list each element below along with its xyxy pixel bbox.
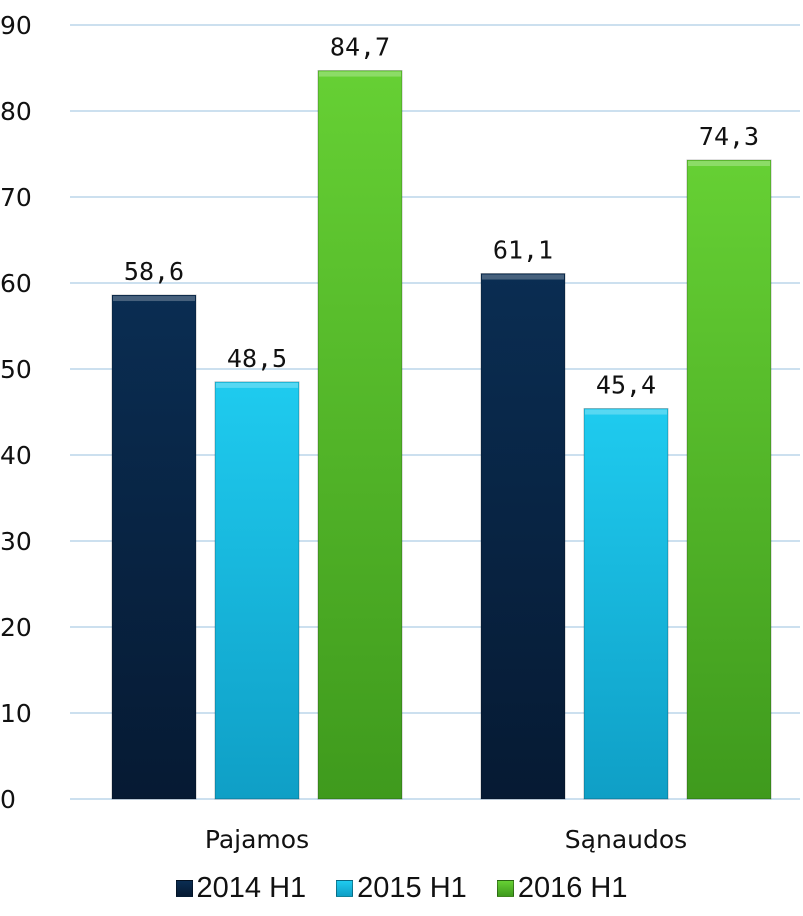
legend-label-2014-h1: 2014 H1 xyxy=(196,871,307,904)
legend-item-2015-h1: 2015 H1 xyxy=(336,872,467,905)
legend-swatch-2016-h1 xyxy=(496,879,514,897)
y-tick-label-10: 10 xyxy=(0,699,32,728)
bar-pajamos-2014-h1 xyxy=(111,294,197,800)
y-tick-label-80: 80 xyxy=(0,97,32,126)
legend-label-2015-h1: 2015 H1 xyxy=(357,871,467,904)
bar-highlight-s-naudos-2014-h1 xyxy=(482,274,564,280)
bar-s-naudos-2015-h1 xyxy=(583,408,669,800)
y-tick-label-20: 20 xyxy=(0,613,32,642)
bars xyxy=(111,70,772,800)
data-label-s-naudos-2015-h1: 45,4 xyxy=(596,371,656,400)
bar-s-naudos-2014-h1 xyxy=(480,273,566,800)
bar-s-naudos-2016-h1 xyxy=(686,159,772,800)
data-label-s-naudos-2016-h1: 74,3 xyxy=(699,122,759,151)
legend-label-2016-h1: 2016 H1 xyxy=(517,871,628,904)
bar-highlight-pajamos-2014-h1 xyxy=(113,296,195,302)
bar-pajamos-2016-h1 xyxy=(317,70,403,800)
legend-swatch-2014-h1 xyxy=(175,879,193,897)
data-label-pajamos-2016-h1: 84,7 xyxy=(330,33,390,62)
bar-highlight-s-naudos-2015-h1 xyxy=(585,409,667,415)
x-axis-category-labels: Pajamos Sąnaudos xyxy=(205,825,687,854)
y-tick-label-70: 70 xyxy=(0,183,32,212)
bar-highlight-pajamos-2015-h1 xyxy=(216,382,298,388)
legend: 2014 H1 2015 H1 2016 H1 xyxy=(0,868,803,908)
y-tick-label-40: 40 xyxy=(0,441,32,470)
y-tick-label-50: 50 xyxy=(0,355,32,384)
y-tick-label-60: 60 xyxy=(0,269,32,298)
bar-chart: 0 10 20 30 40 50 60 70 80 90 58,6 48,5 84,7 61,1 45,4… xyxy=(0,11,800,854)
legend-swatch-2015-h1 xyxy=(336,879,354,897)
data-label-s-naudos-2014-h1: 61,1 xyxy=(493,236,553,265)
data-label-pajamos-2015-h1: 48,5 xyxy=(227,344,287,373)
data-labels: 58,6 48,5 84,7 61,1 45,4 74,3 xyxy=(124,33,759,400)
legend-item-2014-h1: 2014 H1 xyxy=(175,871,307,905)
y-tick-label-90: 90 xyxy=(0,11,32,40)
y-tick-label-30: 30 xyxy=(0,527,32,556)
bar-highlight-pajamos-2016-h1 xyxy=(319,71,401,77)
category-label-s-naudos-1: Sąnaudos xyxy=(565,825,687,854)
legend-item-2016-h1: 2016 H1 xyxy=(496,871,628,905)
bar-highlight-s-naudos-2016-h1 xyxy=(688,161,770,167)
data-label-pajamos-2014-h1: 58,6 xyxy=(124,257,184,286)
y-axis-tick-labels: 0 10 20 30 40 50 60 70 80 90 xyxy=(0,11,32,814)
category-label-pajamos-0: Pajamos xyxy=(205,825,309,854)
bar-pajamos-2015-h1 xyxy=(214,381,300,800)
y-tick-label-0: 0 xyxy=(0,785,16,814)
